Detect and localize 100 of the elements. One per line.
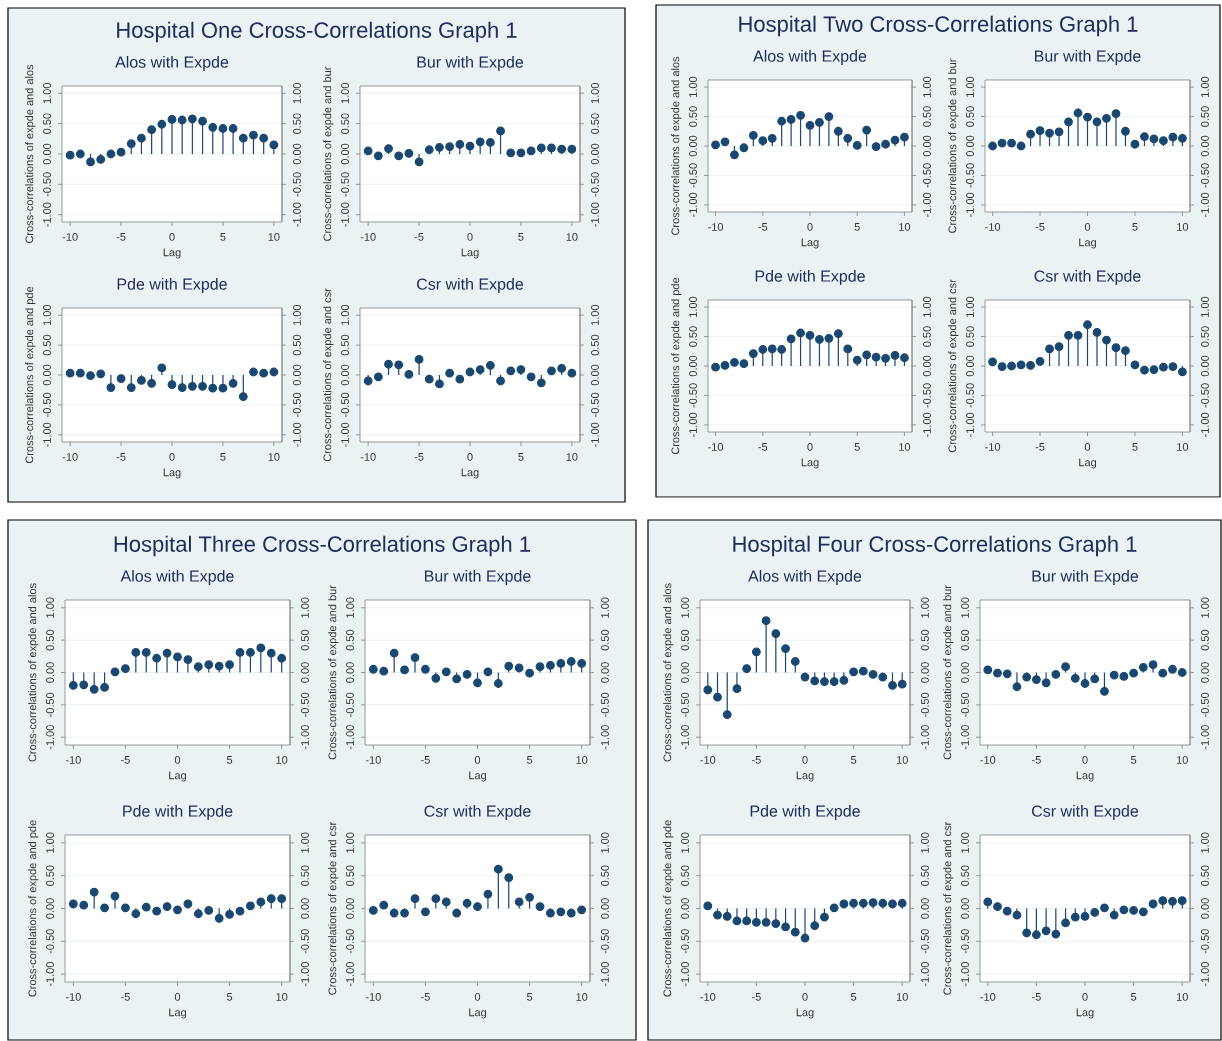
point bbox=[786, 334, 796, 344]
x-tick-label: -5 bbox=[421, 756, 430, 764]
point bbox=[1159, 362, 1168, 372]
y2-tick-label: -0.50 bbox=[923, 163, 931, 188]
y2-tick-label: -1.00 bbox=[601, 962, 609, 987]
point bbox=[1121, 346, 1130, 356]
y-tick-label: 0.00 bbox=[966, 135, 974, 157]
y2-tick-label: -0.50 bbox=[293, 172, 301, 197]
y2-tick-label: 0.00 bbox=[293, 143, 301, 165]
point bbox=[266, 648, 276, 658]
point bbox=[208, 383, 218, 393]
y2-tick-label: 1.00 bbox=[601, 832, 609, 853]
point bbox=[173, 905, 182, 915]
y-axis-title: Cross-correlations of expde and alos bbox=[671, 56, 682, 236]
point bbox=[137, 133, 146, 143]
point bbox=[110, 667, 120, 677]
y2-tick-label: -1.00 bbox=[1201, 192, 1209, 217]
y-tick-label: 0.50 bbox=[966, 326, 974, 347]
y2-tick-label: 1.00 bbox=[301, 597, 309, 618]
x-tick-label: -5 bbox=[116, 233, 126, 241]
x-axis-title: Lag bbox=[796, 771, 814, 782]
point bbox=[722, 710, 732, 719]
y-axis-title: Cross-correlations of expde and bur bbox=[943, 585, 954, 760]
y-tick-label: 1.00 bbox=[43, 304, 51, 326]
y2-tick-label: -0.50 bbox=[591, 392, 599, 417]
point bbox=[739, 143, 749, 153]
x-tick-label: -5 bbox=[121, 756, 130, 764]
x-tick-label: 10 bbox=[1177, 443, 1189, 451]
y-tick-label: 0.50 bbox=[46, 629, 54, 651]
x-tick-label: -5 bbox=[752, 756, 761, 764]
point bbox=[771, 919, 781, 928]
y-tick-label: 0.00 bbox=[43, 143, 51, 165]
point bbox=[1031, 675, 1041, 685]
point bbox=[218, 383, 228, 393]
y2-tick-label: -0.50 bbox=[1201, 692, 1209, 717]
x-tick-label: 5 bbox=[526, 993, 533, 1001]
y-axis-title: Cross-correlations of expde and bur bbox=[323, 66, 334, 241]
y-tick-label: -1.00 bbox=[966, 412, 974, 437]
point bbox=[758, 136, 768, 146]
point bbox=[363, 146, 373, 156]
point bbox=[1130, 360, 1140, 370]
point bbox=[68, 899, 78, 909]
point bbox=[431, 673, 441, 683]
point bbox=[711, 140, 720, 150]
point bbox=[110, 891, 120, 901]
point bbox=[1031, 930, 1041, 940]
text: Hospital Two Cross-Correlations Graph 1 bbox=[739, 15, 1138, 37]
point bbox=[536, 378, 546, 388]
point bbox=[1035, 356, 1045, 366]
point bbox=[900, 132, 909, 142]
point bbox=[890, 350, 900, 360]
y-tick-label: 0.50 bbox=[346, 629, 354, 651]
x-axis-title: Lag bbox=[1079, 238, 1096, 249]
point bbox=[249, 367, 258, 377]
x-tick-label: 0 bbox=[174, 993, 181, 1001]
point bbox=[1083, 320, 1092, 330]
y-axis-title: Cross-correlations of expde and csr bbox=[943, 821, 954, 995]
point bbox=[1140, 365, 1149, 375]
point bbox=[516, 365, 526, 375]
point bbox=[483, 889, 493, 899]
x-tick-label: -5 bbox=[1035, 443, 1045, 451]
point bbox=[1129, 668, 1139, 678]
y-tick-label: 1.00 bbox=[966, 296, 974, 317]
y2-tick-label: 0.00 bbox=[923, 135, 931, 157]
y-axis-title: Cross-correlations of expde and csr bbox=[323, 288, 334, 462]
x-tick-label: -10 bbox=[62, 453, 78, 461]
x-tick-label: 10 bbox=[268, 453, 280, 461]
y-tick-label: -1.00 bbox=[341, 202, 349, 227]
point bbox=[796, 328, 805, 338]
point bbox=[815, 118, 824, 127]
point bbox=[131, 648, 141, 657]
y-tick-label: -0.50 bbox=[43, 392, 51, 417]
x-tick-label: 0 bbox=[1084, 443, 1091, 451]
point bbox=[1111, 109, 1121, 118]
point bbox=[713, 910, 722, 920]
y2-tick-label: -0.50 bbox=[921, 929, 929, 954]
y2-tick-label: 0.00 bbox=[601, 662, 609, 683]
point bbox=[228, 378, 238, 388]
x-tick-label: -10 bbox=[360, 453, 376, 461]
point bbox=[1016, 360, 1026, 370]
y-axis-title: Cross-correlations of expde and bur bbox=[328, 585, 339, 760]
point bbox=[1070, 673, 1080, 683]
text: Hospital One Cross-Correlations Graph 1 bbox=[117, 21, 517, 43]
point bbox=[536, 143, 546, 153]
y2-tick-label: -0.50 bbox=[921, 692, 929, 717]
point bbox=[852, 355, 862, 365]
point bbox=[116, 147, 126, 157]
point bbox=[751, 917, 761, 927]
y-tick-label: 1.00 bbox=[341, 83, 349, 104]
y-tick-label: -0.50 bbox=[961, 692, 969, 717]
point bbox=[1092, 328, 1102, 337]
point bbox=[525, 668, 534, 678]
x-tick-label: 5 bbox=[226, 993, 233, 1001]
x-tick-label: 10 bbox=[566, 453, 578, 461]
point bbox=[1121, 126, 1130, 136]
point bbox=[849, 667, 859, 677]
x-tick-label: -5 bbox=[116, 453, 126, 461]
point bbox=[400, 665, 409, 675]
y-tick-label: -1.00 bbox=[43, 422, 51, 447]
x-axis-title: Lag bbox=[163, 468, 181, 479]
